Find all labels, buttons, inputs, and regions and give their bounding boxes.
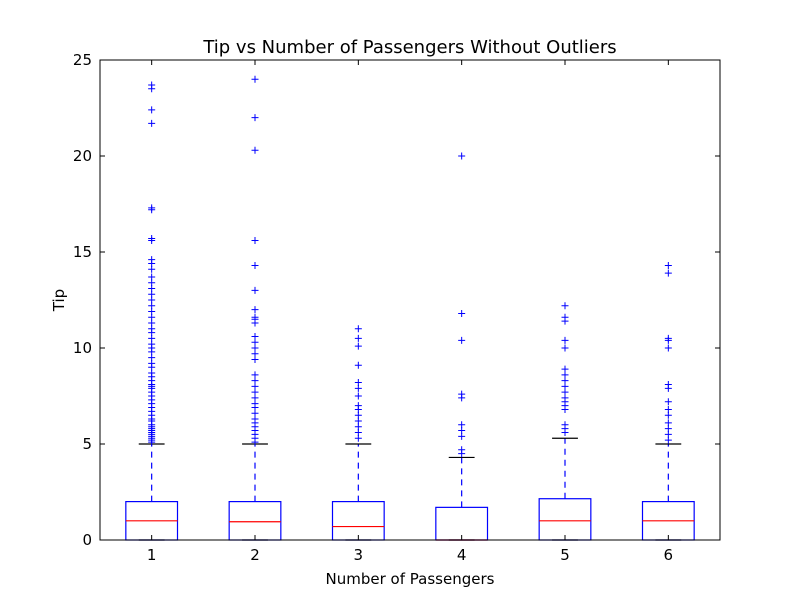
- outlier-point: [251, 146, 259, 154]
- outlier-point: [458, 152, 466, 160]
- outlier-point: [251, 75, 259, 83]
- x-tick-label: 2: [250, 546, 260, 564]
- x-tick-label: 5: [560, 546, 570, 564]
- y-tick-label: 15: [73, 243, 92, 261]
- outlier-point: [251, 286, 259, 294]
- outlier-point: [148, 204, 156, 212]
- outlier-point: [561, 344, 569, 352]
- box-group-2: [228, 75, 282, 541]
- box-group-4: [435, 152, 489, 541]
- outlier-point: [251, 313, 259, 321]
- outlier-point: [561, 365, 569, 373]
- outlier-point: [458, 421, 466, 429]
- outlier-point: [458, 446, 466, 454]
- outlier-point: [251, 371, 259, 379]
- outlier-point: [148, 235, 156, 243]
- outlier-point: [664, 344, 672, 352]
- outlier-point: [148, 106, 156, 114]
- outlier-point: [251, 332, 259, 340]
- outlier-point: [458, 390, 466, 398]
- x-tick-label: 1: [147, 546, 157, 564]
- y-tick-label: 10: [73, 339, 92, 357]
- outlier-point: [561, 313, 569, 321]
- outlier-point: [251, 261, 259, 269]
- y-tick-label: 5: [82, 435, 92, 453]
- outlier-point: [251, 114, 259, 122]
- outlier-point: [354, 334, 362, 342]
- outlier-point: [664, 398, 672, 406]
- outlier-point: [354, 342, 362, 350]
- outlier-point: [354, 402, 362, 410]
- outlier-point: [458, 336, 466, 344]
- box-group-1: [125, 81, 179, 541]
- chart-title: Tip vs Number of Passengers Without Outl…: [202, 37, 616, 58]
- y-tick-label: 20: [73, 147, 92, 165]
- outlier-point: [561, 336, 569, 344]
- outlier-point: [664, 269, 672, 277]
- outlier-point: [561, 421, 569, 429]
- x-tick-label: 4: [457, 546, 467, 564]
- outlier-point: [148, 256, 156, 264]
- y-tick-label: 25: [73, 51, 92, 69]
- outlier-point: [354, 379, 362, 387]
- axes-frame: [99, 59, 721, 541]
- outlier-point: [148, 273, 156, 281]
- outlier-point: [664, 405, 672, 413]
- x-tick-label: 3: [354, 546, 364, 564]
- outlier-point: [561, 302, 569, 310]
- box: [331, 501, 385, 541]
- plot-area: [125, 75, 695, 541]
- box-group-3: [331, 325, 385, 541]
- outlier-point: [251, 236, 259, 244]
- outlier-point: [354, 325, 362, 333]
- box-group-6: [641, 261, 695, 541]
- box-group-5: [538, 302, 592, 541]
- x-axis-label: Number of Passengers: [326, 570, 495, 588]
- outlier-point: [664, 419, 672, 427]
- outlier-point: [458, 309, 466, 317]
- outlier-point: [354, 392, 362, 400]
- x-tick-label: 6: [664, 546, 674, 564]
- outlier-point: [354, 361, 362, 369]
- outlier-point: [664, 380, 672, 388]
- y-tick-label: 0: [82, 531, 92, 549]
- outlier-point: [664, 334, 672, 342]
- outlier-point: [148, 81, 156, 89]
- y-axis-label: Tip: [50, 289, 68, 312]
- outlier-point: [148, 119, 156, 127]
- outlier-point: [251, 306, 259, 314]
- outlier-point: [664, 261, 672, 269]
- box: [228, 501, 282, 541]
- box: [538, 498, 592, 541]
- axis-ticks: 0 5 10 15 20 25 1 2 3 4 5 6: [73, 51, 720, 564]
